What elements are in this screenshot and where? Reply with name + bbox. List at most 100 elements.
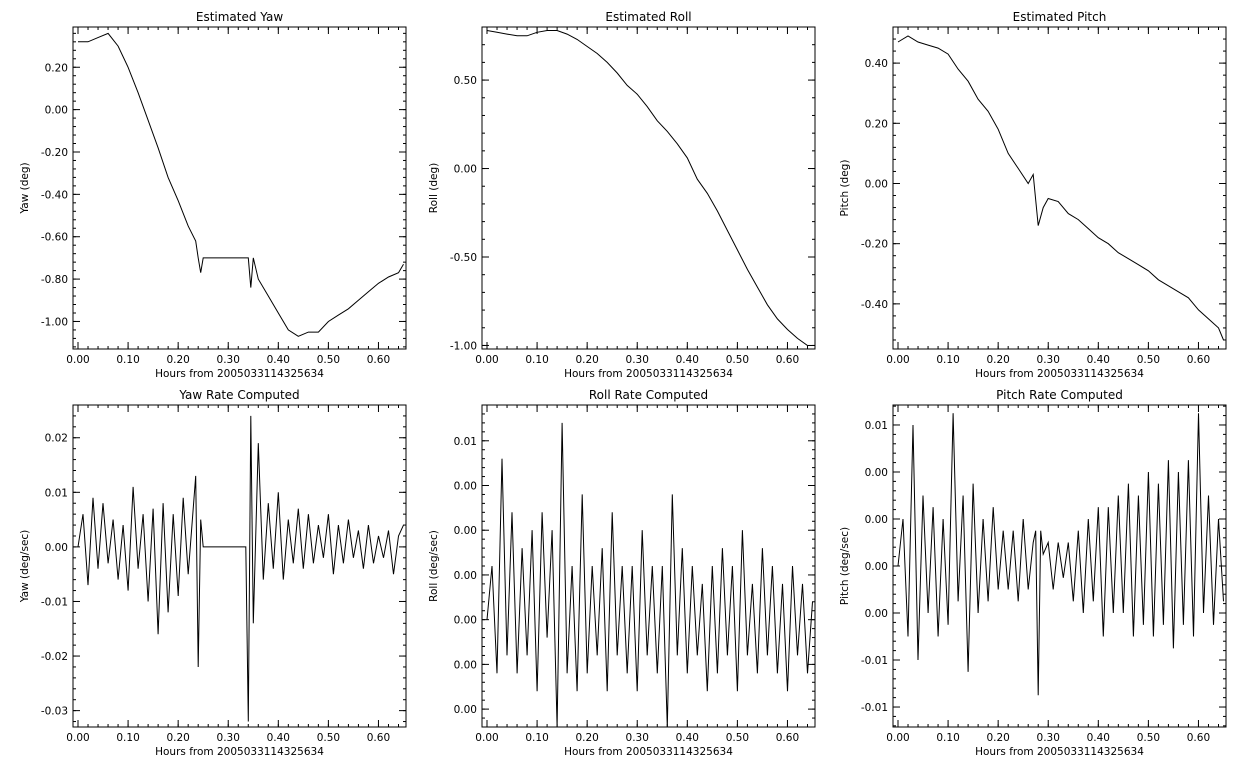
estimated-roll-y-axis-label: Roll (deg)	[428, 163, 440, 213]
pitch-rate-computed-x-tick-label: 0.00	[886, 732, 909, 744]
yaw-rate-computed-x-tick-label: 0.30	[217, 732, 240, 744]
estimated-yaw-x-tick-label: 0.10	[116, 354, 139, 366]
yaw-rate-computed-x-tick-label: 0.40	[267, 732, 290, 744]
pitch-rate-computed-y-tick-label: 0.00	[865, 514, 888, 526]
estimated-pitch-y-tick-label: 0.20	[865, 118, 888, 130]
estimated-pitch-x-tick-label: 0.60	[1187, 354, 1210, 366]
estimated-pitch-y-tick-label: 0.00	[865, 178, 888, 190]
estimated-roll-y-tick-label: 0.00	[454, 164, 477, 176]
roll-rate-computed-y-tick-label: 0.00	[454, 481, 477, 493]
estimated-yaw-y-tick-label: 0.00	[45, 105, 68, 117]
yaw-rate-computed-title: Yaw Rate Computed	[178, 388, 299, 402]
roll-rate-computed-x-tick-label: 0.10	[525, 732, 548, 744]
estimated-roll-x-tick-label: 0.10	[525, 354, 548, 366]
yaw-rate-computed-x-axis-label: Hours from 2005033114325634	[155, 746, 324, 758]
estimated-pitch-x-axis-label: Hours from 2005033114325634	[975, 368, 1144, 380]
pitch-rate-computed-panel: Pitch Rate Computed Hours from 2005033114…	[839, 388, 1227, 758]
estimated-yaw-x-axis-label: Hours from 2005033114325634	[155, 368, 324, 380]
yaw-rate-computed-x-tick-label: 0.20	[166, 732, 189, 744]
estimated-pitch-x-tick-label: 0.50	[1137, 354, 1160, 366]
pitch-rate-computed-y-tick-label: -0.01	[861, 655, 888, 667]
roll-rate-computed-y-tick-label: 0.00	[454, 704, 477, 716]
pitch-rate-computed-plot-frame	[892, 404, 1227, 728]
pitch-rate-computed-y-tick-label: 0.00	[865, 467, 888, 479]
estimated-roll-y-tick-label: 0.50	[454, 75, 477, 87]
estimated-pitch-y-tick-label: -0.40	[861, 299, 888, 311]
pitch-rate-computed-x-tick-label: 0.60	[1187, 732, 1210, 744]
estimated-pitch-x-tick-label: 0.00	[886, 354, 909, 366]
roll-rate-computed-y-tick-label: 0.00	[454, 659, 477, 671]
estimated-yaw-x-tick-label: 0.00	[66, 354, 89, 366]
estimated-pitch-y-tick-label: -0.20	[861, 239, 888, 251]
estimated-yaw-title: Estimated Yaw	[196, 10, 283, 24]
estimated-yaw-x-tick-label: 0.50	[317, 354, 340, 366]
estimated-yaw-y-tick-label: -1.00	[41, 316, 68, 328]
yaw-rate-computed-y-tick-label: -0.02	[41, 651, 68, 663]
estimated-pitch-x-tick-label: 0.10	[936, 354, 959, 366]
estimated-roll-x-tick-label: 0.50	[726, 354, 749, 366]
estimated-yaw-y-tick-label: -0.60	[41, 232, 68, 244]
estimated-yaw-x-tick-label: 0.20	[166, 354, 189, 366]
estimated-pitch-y-tick-label: 0.40	[865, 58, 888, 70]
yaw-rate-computed-x-tick-label: 0.00	[66, 732, 89, 744]
pitch-rate-computed-x-axis-label: Hours from 2005033114325634	[975, 746, 1144, 758]
estimated-pitch-y-axis-label: Pitch (deg)	[839, 160, 851, 217]
estimated-yaw-x-tick-label: 0.60	[367, 354, 390, 366]
pitch-rate-computed-x-tick-label: 0.10	[936, 732, 959, 744]
roll-rate-computed-y-tick-label: 0.00	[454, 615, 477, 627]
pitch-rate-computed-y-tick-label: 0.01	[865, 420, 888, 432]
roll-rate-computed-panel: Roll Rate Computed Hours from 20050331143…	[428, 388, 816, 758]
estimated-roll-y-tick-label: -1.00	[450, 340, 477, 352]
estimated-pitch-x-tick-label: 0.30	[1037, 354, 1060, 366]
pitch-rate-computed-y-axis-label: Pitch (deg/sec)	[839, 527, 851, 605]
roll-rate-computed-x-tick-label: 0.60	[776, 732, 799, 744]
pitch-rate-computed-title: Pitch Rate Computed	[996, 388, 1123, 402]
roll-rate-computed-x-tick-label: 0.20	[575, 732, 598, 744]
roll-rate-computed-y-axis-label: Roll (deg/sec)	[428, 530, 440, 602]
estimated-yaw-x-tick-label: 0.30	[217, 354, 240, 366]
yaw-rate-computed-series-line	[77, 415, 404, 722]
pitch-rate-computed-x-tick-label: 0.20	[986, 732, 1009, 744]
roll-rate-computed-x-tick-label: 0.30	[626, 732, 649, 744]
yaw-rate-computed-plot-frame	[72, 404, 407, 728]
estimated-yaw-y-tick-label: -0.80	[41, 274, 68, 286]
pitch-rate-computed-x-tick-label: 0.40	[1087, 732, 1110, 744]
estimated-roll-x-axis-label: Hours from 2005033114325634	[564, 368, 733, 380]
pitch-rate-computed-y-tick-label: 0.00	[865, 561, 888, 573]
yaw-rate-computed-x-tick-label: 0.10	[116, 732, 139, 744]
estimated-roll-series-line	[486, 30, 813, 346]
roll-rate-computed-x-axis-label: Hours from 2005033114325634	[564, 746, 733, 758]
roll-rate-computed-series-line	[486, 422, 813, 728]
estimated-yaw-y-tick-label: 0.20	[45, 62, 68, 74]
yaw-rate-computed-y-tick-label: 0.01	[45, 487, 68, 499]
yaw-rate-computed-y-tick-label: -0.03	[41, 706, 68, 718]
yaw-rate-computed-panel: Yaw Rate Computed Hours from 200503311432…	[19, 388, 407, 758]
roll-rate-computed-x-tick-label: 0.50	[726, 732, 749, 744]
yaw-rate-computed-y-tick-label: 0.02	[45, 433, 68, 445]
pitch-rate-computed-y-tick-label: 0.00	[865, 608, 888, 620]
estimated-yaw-y-tick-label: -0.20	[41, 147, 68, 159]
estimated-roll-x-tick-label: 0.30	[626, 354, 649, 366]
pitch-rate-computed-y-tick-label: -0.01	[861, 702, 888, 714]
estimated-pitch-x-tick-label: 0.40	[1087, 354, 1110, 366]
yaw-rate-computed-y-tick-label: -0.01	[41, 596, 68, 608]
estimated-yaw-plot-frame	[72, 26, 407, 350]
estimated-roll-x-tick-label: 0.00	[475, 354, 498, 366]
roll-rate-computed-plot-frame	[481, 404, 816, 728]
estimated-pitch-panel: Estimated Pitch Hours from 20050331143256…	[839, 10, 1227, 380]
estimated-yaw-series-line	[78, 32, 404, 337]
yaw-rate-computed-x-tick-label: 0.60	[367, 732, 390, 744]
roll-rate-computed-title: Roll Rate Computed	[589, 388, 708, 402]
yaw-rate-computed-y-axis-label: Yaw (deg/sec)	[19, 530, 31, 604]
roll-rate-computed-y-tick-label: 0.00	[454, 525, 477, 537]
roll-rate-computed-y-tick-label: 0.00	[454, 570, 477, 582]
estimated-pitch-series-line	[897, 35, 1224, 341]
estimated-pitch-plot-frame	[892, 26, 1227, 350]
pitch-rate-computed-x-tick-label: 0.30	[1037, 732, 1060, 744]
roll-rate-computed-x-tick-label: 0.00	[475, 732, 498, 744]
estimated-yaw-y-axis-label: Yaw (deg)	[19, 162, 31, 214]
estimated-roll-x-tick-label: 0.40	[676, 354, 699, 366]
estimated-roll-x-tick-label: 0.60	[776, 354, 799, 366]
yaw-rate-computed-y-tick-label: 0.00	[45, 542, 68, 554]
